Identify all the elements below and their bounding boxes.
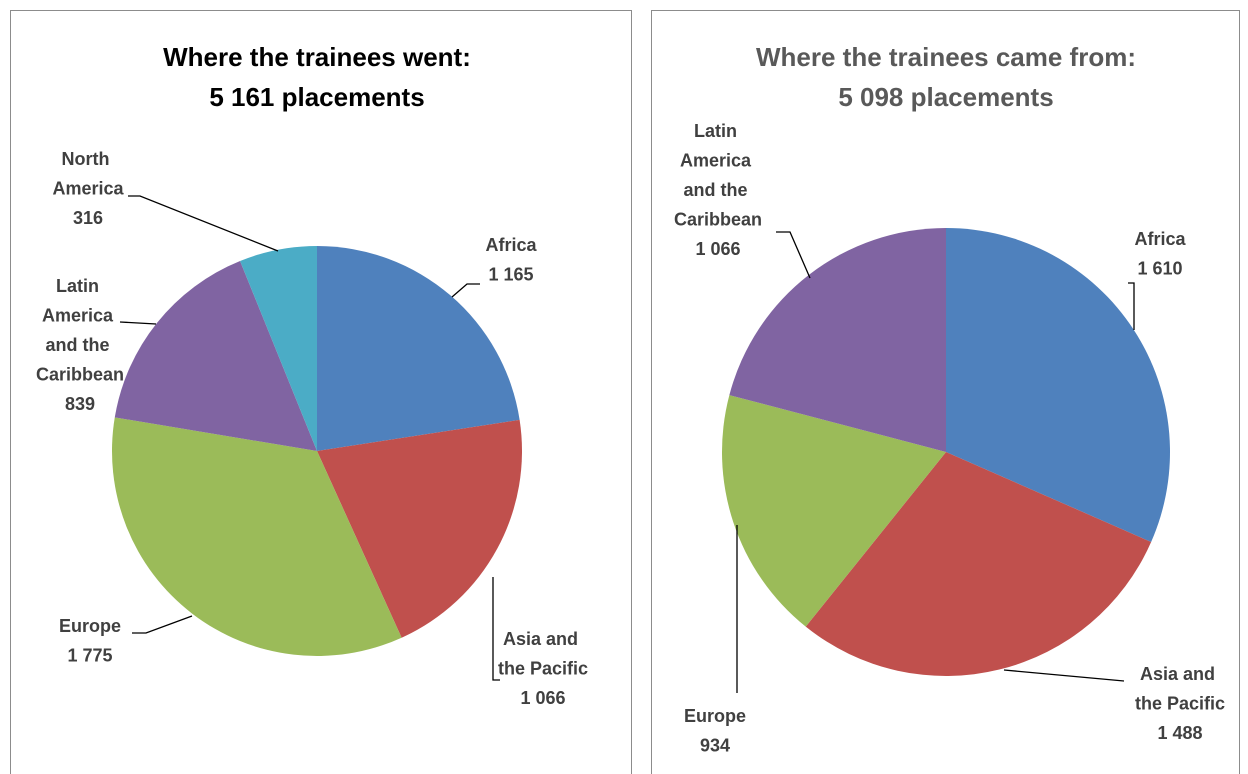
chart-subtitle: 5 161 placements (209, 82, 424, 112)
leader-line (132, 615, 193, 634)
value-label: 1 775 (67, 645, 112, 665)
value-label: 1 610 (1137, 258, 1182, 278)
category-label: Asia and the Pacific (1135, 664, 1225, 714)
pie-slice (729, 228, 946, 452)
value-label: 1 165 (488, 264, 533, 284)
pie-slice (946, 228, 1170, 543)
leader-line (128, 195, 279, 252)
category-label: Africa (1134, 229, 1186, 249)
pie-slice (111, 417, 402, 656)
leader-line (1128, 282, 1135, 330)
chart-title: Where the trainees came from: (756, 42, 1136, 72)
leader-line (119, 321, 157, 325)
leader-line (492, 577, 500, 681)
value-label: 1 066 (520, 688, 565, 708)
category-label: Latin America and the Caribbean (674, 121, 762, 230)
value-label: 1 488 (1157, 723, 1202, 743)
category-label: Europe (59, 616, 121, 636)
category-label: Asia and the Pacific (498, 629, 588, 679)
pie-slice (240, 246, 317, 451)
pie-slice (805, 452, 1152, 677)
category-label: Latin America and the Caribbean (36, 276, 124, 385)
value-label: 934 (700, 735, 730, 755)
chart-title: Where the trainees went: (163, 42, 471, 72)
value-label: 839 (65, 394, 95, 414)
pie-slice (317, 419, 522, 638)
chart-subtitle: 5 098 placements (838, 82, 1053, 112)
category-label: North America (52, 149, 124, 199)
leader-line (776, 231, 811, 279)
leader-line (451, 283, 480, 298)
category-label: Africa (485, 235, 537, 255)
pie-slice (722, 395, 946, 627)
pie-slice (114, 260, 317, 451)
category-label: Europe (684, 706, 746, 726)
leader-line (1003, 669, 1125, 682)
value-label: 1 066 (695, 239, 740, 259)
pie-slice (317, 246, 520, 451)
value-label: 316 (73, 208, 103, 228)
